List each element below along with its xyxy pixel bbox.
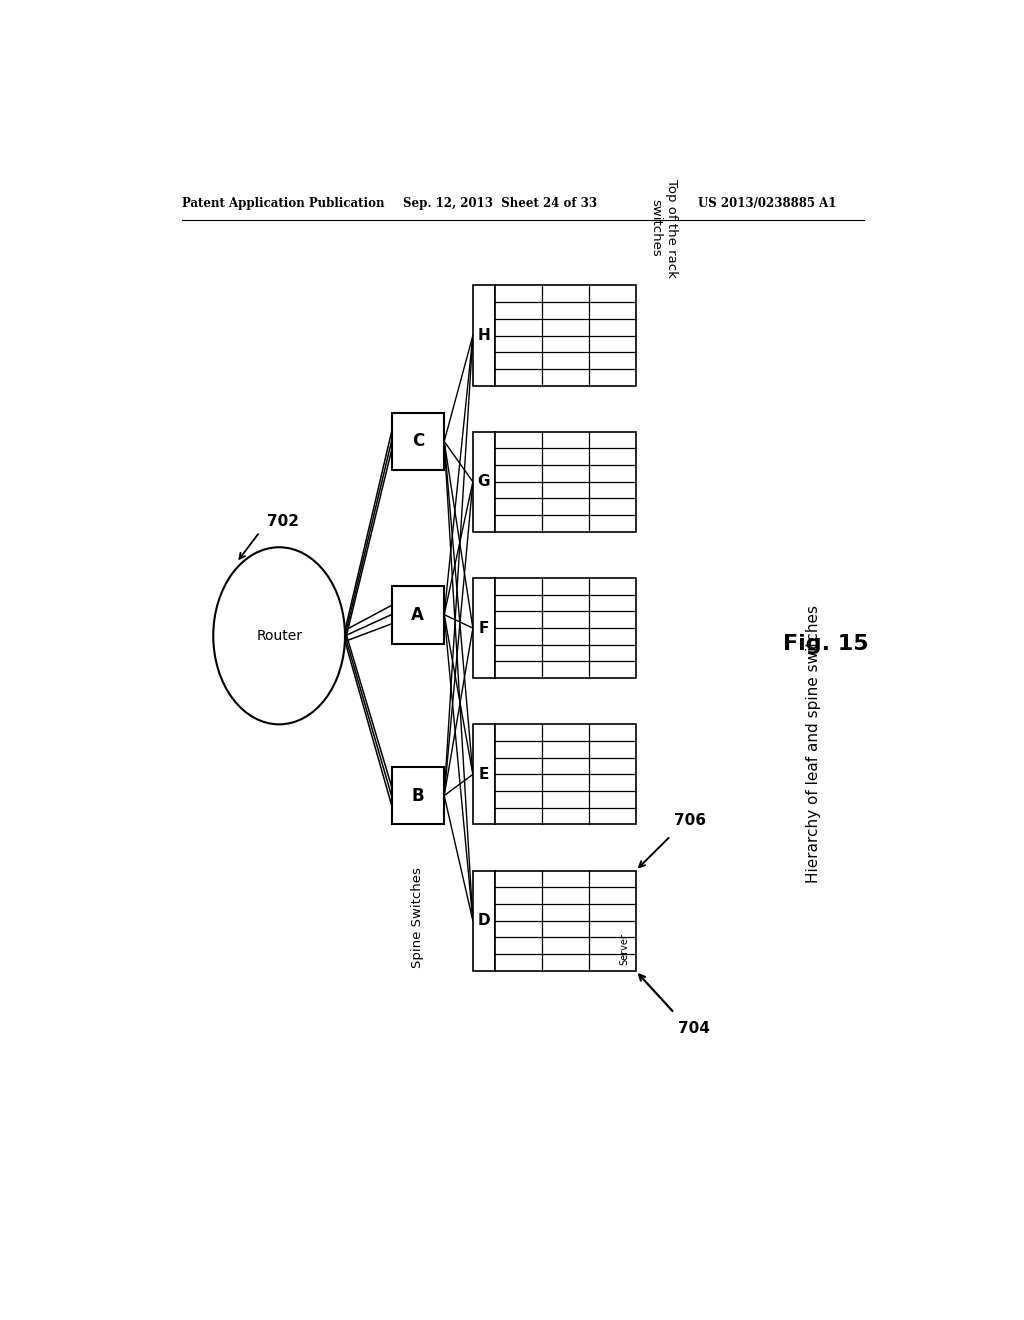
Text: Hierarchy of leaf and spine switches: Hierarchy of leaf and spine switches xyxy=(806,605,821,883)
Text: Spine Switches: Spine Switches xyxy=(412,867,424,968)
Text: D: D xyxy=(477,913,490,928)
Text: G: G xyxy=(477,474,489,490)
Text: Top of the rack
switches: Top of the rack switches xyxy=(649,180,678,277)
Text: 704: 704 xyxy=(678,1020,710,1036)
Bar xyxy=(473,432,495,532)
Bar xyxy=(495,432,636,532)
Bar xyxy=(473,871,495,970)
Text: E: E xyxy=(478,767,488,781)
Bar xyxy=(495,578,636,678)
Bar xyxy=(473,725,495,825)
Bar xyxy=(391,767,444,825)
Bar xyxy=(495,725,636,825)
Text: A: A xyxy=(412,606,424,623)
Text: 706: 706 xyxy=(675,813,707,829)
Bar xyxy=(495,285,636,385)
Text: Router: Router xyxy=(256,628,302,643)
Bar xyxy=(473,285,495,385)
Text: 702: 702 xyxy=(267,515,299,529)
Text: Sep. 12, 2013  Sheet 24 of 33: Sep. 12, 2013 Sheet 24 of 33 xyxy=(403,197,597,210)
Text: C: C xyxy=(412,433,424,450)
Ellipse shape xyxy=(213,548,345,725)
Text: B: B xyxy=(412,787,424,805)
Text: F: F xyxy=(478,620,488,636)
Bar xyxy=(391,586,444,644)
Text: Server: Server xyxy=(620,933,630,965)
Text: Fig. 15: Fig. 15 xyxy=(783,634,868,653)
Bar xyxy=(391,412,444,470)
Text: US 2013/0238885 A1: US 2013/0238885 A1 xyxy=(697,197,836,210)
Text: H: H xyxy=(477,327,490,343)
Bar xyxy=(473,578,495,678)
Text: Patent Application Publication: Patent Application Publication xyxy=(182,197,385,210)
Bar xyxy=(495,871,636,970)
